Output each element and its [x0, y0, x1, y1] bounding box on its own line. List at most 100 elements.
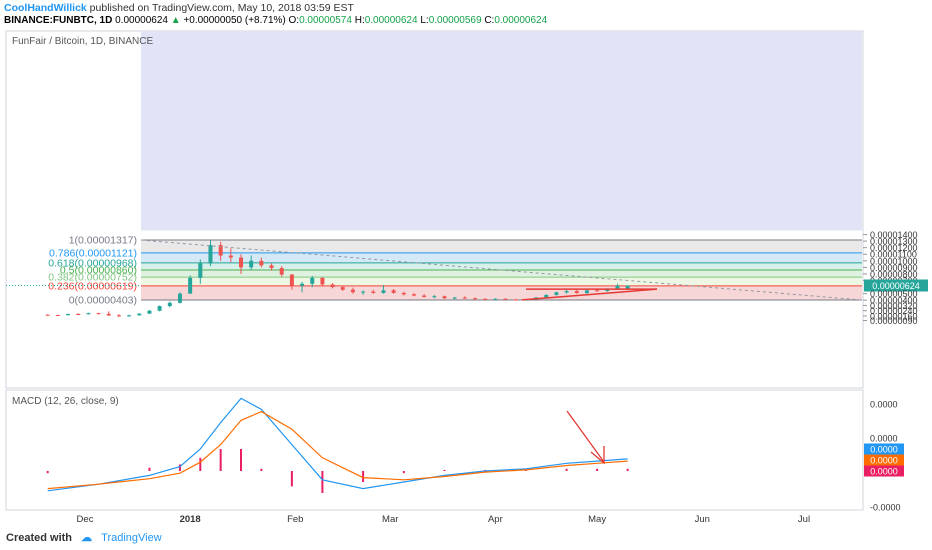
candle-body [127, 315, 132, 317]
created-with-label: Created with [6, 532, 73, 544]
time-tick-label: 2018 [180, 514, 201, 525]
candle-body [86, 313, 91, 315]
candle-body [157, 306, 162, 311]
high-label: H: [354, 15, 365, 26]
macd-signal-line [47, 410, 628, 490]
macd-title: MACD (12, 26, close, 9) [12, 396, 119, 407]
candle-body [300, 283, 305, 286]
candle-body [605, 289, 610, 292]
fib-band [141, 240, 862, 253]
macd-axis[interactable]: 0.00000.0000-0.00000.00000.00000.0000 [862, 390, 904, 513]
macd-value-badge-text: 0.0000 [870, 456, 898, 466]
candle-body [574, 291, 579, 293]
time-tick-label: Apr [488, 514, 503, 525]
price-tick-label: 0.00000240 [870, 306, 918, 316]
candle-body [330, 284, 335, 288]
macd-arrow-head [590, 446, 605, 465]
candle-body [625, 285, 630, 289]
author-link[interactable]: CoolHandWillick [4, 2, 87, 14]
tradingview-link[interactable]: TradingView [101, 532, 162, 544]
chart-title: FunFair / Bitcoin, 1D, BINANCE [12, 36, 153, 47]
symbol-label: BINANCE:FUNBTC, 1D [4, 15, 113, 26]
candle-body [513, 299, 518, 301]
last-price-badge [864, 279, 928, 292]
candle-body [493, 298, 498, 300]
price-tick-label: 0.00001300 [870, 237, 918, 247]
price-tick-label: 0.00000500 [870, 289, 918, 299]
candle-body [279, 268, 284, 275]
candle-body [218, 245, 223, 256]
candle-body [167, 302, 172, 307]
low-value: 0.00000569 [428, 15, 482, 26]
time-tick-label: Jun [695, 514, 710, 525]
candle-body [615, 285, 620, 290]
fib-band [141, 262, 862, 271]
candle-body [269, 265, 274, 269]
fib-level-label: 0.382(0.00000752) [48, 272, 137, 284]
change-value: +0.00000050 (+8.71%) [183, 15, 286, 26]
time-tick-label: Dec [77, 514, 94, 525]
fib-band [141, 285, 862, 300]
candle-body [228, 255, 233, 258]
price-tick-label: 0.00000160 [870, 311, 918, 321]
candle-body [401, 292, 406, 295]
fib-level-label: 0.236(0.00000619) [48, 280, 137, 292]
fibonacci-retracement[interactable]: 1(0.00001317)0.786(0.00001121)0.618(0.00… [6, 31, 862, 307]
candle-body [66, 313, 71, 316]
macd-value-badge [864, 465, 904, 477]
candle-body [45, 314, 50, 316]
candle-body [473, 298, 478, 300]
candle-body [564, 291, 569, 293]
drawings-layer[interactable] [140, 239, 863, 301]
time-tick-label: Mar [382, 514, 398, 525]
macd-pane-border [5, 389, 864, 511]
candle-body [249, 260, 254, 268]
candle-body [310, 277, 315, 284]
macd-value-badge-text: 0.0000 [870, 467, 898, 477]
candle-body [239, 257, 244, 268]
macd-tick-label: -0.0000 [870, 503, 901, 513]
low-label: L: [420, 15, 429, 26]
candle-body [320, 277, 325, 285]
macd-value-badge [864, 443, 904, 455]
candle-body [452, 297, 457, 299]
candle-body [259, 260, 264, 266]
published-text: published on TradingView.com, May 10, 20… [89, 2, 354, 14]
change-up-icon: ▲ [170, 15, 181, 26]
candle-body [432, 296, 437, 298]
price-tick-label: 0.00000400 [870, 296, 918, 306]
candle-body [177, 293, 182, 303]
last-price-badge-text: 0.00000624 [872, 281, 920, 291]
candle-body [208, 245, 213, 264]
candle-body [554, 292, 559, 295]
dashed-trendline[interactable] [140, 239, 863, 301]
close-label: C: [484, 15, 495, 26]
candle-body [147, 310, 152, 314]
candle-body [391, 290, 396, 293]
price-axis[interactable]: 0.000014000.000013000.000012000.00001100… [862, 31, 928, 388]
candle-body [462, 297, 467, 299]
candle-body [381, 290, 386, 293]
fib-band [141, 252, 862, 263]
macd-line [47, 397, 628, 492]
candle-body [96, 313, 101, 315]
fib-band [141, 277, 862, 286]
candle-body [411, 294, 416, 296]
candle-body [106, 313, 111, 316]
fib-band [141, 31, 862, 231]
candle-body [55, 315, 60, 317]
price-tick-label: 0.00000090 [870, 316, 918, 326]
time-axis[interactable]: Dec 2018 Feb Mar Apr May Jun Jul [77, 514, 811, 525]
triangle-support-line[interactable] [521, 288, 658, 301]
candle-body [442, 296, 447, 299]
price-tick-label: 0.00000900 [870, 263, 918, 273]
price-tick-label: 0.00001400 [870, 230, 918, 240]
fib-level-label: 1(0.00001317) [69, 235, 137, 247]
price-tick-label: 0.00000320 [870, 301, 918, 311]
candle-body [188, 277, 193, 294]
open-label: O: [288, 15, 300, 26]
time-tick-label: Jul [798, 514, 810, 525]
candle-body [198, 263, 203, 278]
